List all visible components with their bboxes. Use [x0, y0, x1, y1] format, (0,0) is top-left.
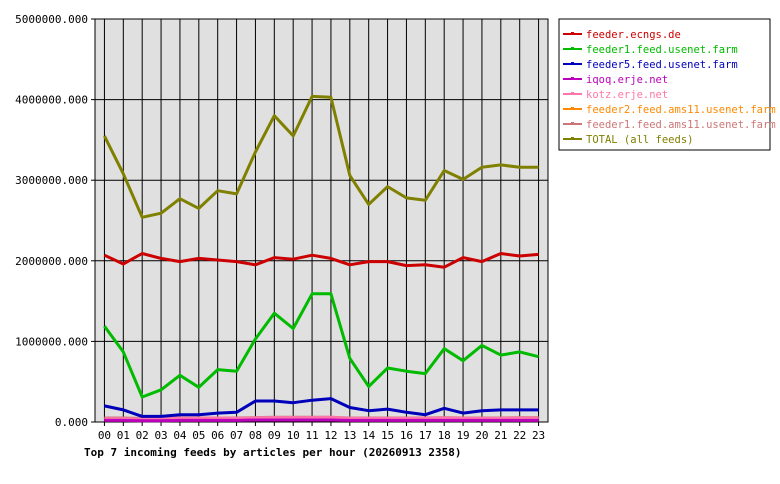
x-tick-label: 01	[117, 429, 130, 442]
y-tick-label: 2000000.000	[15, 255, 88, 268]
legend-item: TOTAL (all feeds)	[563, 134, 693, 146]
legend-label: feeder2.feed.ams11.usenet.farm	[586, 104, 776, 116]
x-tick-label: 19	[456, 429, 469, 442]
legend-marker	[571, 47, 574, 50]
series-line-feeder-ecngs-de	[103, 252, 539, 269]
series-line-feeder1-feed-usenet-farm	[103, 292, 539, 399]
legend-marker	[571, 77, 574, 80]
legend-item: feeder.ecngs.de	[563, 29, 681, 41]
legend-label: feeder5.feed.usenet.farm	[586, 59, 738, 71]
legend-marker	[571, 122, 574, 125]
chart-title: Top 7 incoming feeds by articles per hou…	[84, 446, 462, 459]
x-tick-label: 08	[249, 429, 262, 442]
legend: feeder.ecngs.de feeder1.feed.usenet.farm f…	[563, 29, 776, 146]
legend-label: iqoq.erje.net	[586, 74, 668, 86]
x-tick-label: 11	[305, 429, 318, 442]
legend-item: kotz.erje.net	[563, 89, 668, 101]
legend-item: feeder5.feed.usenet.farm	[563, 59, 738, 71]
legend-box	[558, 18, 771, 151]
series-line-kotz-erje-net	[104, 415, 539, 421]
x-tick-label: 22	[513, 429, 526, 442]
x-tick-label: 13	[343, 429, 356, 442]
x-tick-label: 02	[136, 429, 149, 442]
legend-marker	[571, 32, 574, 35]
x-tick-label: 03	[154, 429, 167, 442]
legend-label: kotz.erje.net	[586, 89, 668, 101]
x-tick-label: 09	[268, 429, 281, 442]
legend-label: feeder1.feed.ams11.usenet.farm	[586, 119, 776, 131]
x-tick-label: 14	[362, 429, 376, 442]
x-tick-label: 04	[173, 429, 187, 442]
y-tick-label: 0.000	[55, 416, 88, 429]
legend-item: feeder1.feed.ams11.usenet.farm	[563, 119, 776, 131]
legend-marker	[571, 137, 574, 140]
series-line-total-all-feeds	[103, 94, 539, 219]
legend-label: feeder.ecngs.de	[586, 29, 681, 41]
legend-marker	[571, 92, 574, 95]
grid-lines	[91, 18, 548, 426]
series-line-feeder5-feed-usenet-farm	[104, 397, 539, 418]
x-tick-labels: 00 01 02 03 04 05 06 07 08 09 10 11 12 13 14 15 16 17 18 19…	[98, 429, 545, 442]
x-tick-label: 00	[98, 429, 111, 442]
legend-item: feeder1.feed.usenet.farm	[563, 44, 738, 56]
series-line-iqoq-erje-net	[104, 418, 539, 423]
x-tick-label: 17	[419, 429, 432, 442]
y-tick-label: 4000000.000	[15, 94, 88, 107]
x-tick-label: 23	[532, 429, 545, 442]
x-tick-label: 20	[475, 429, 488, 442]
legend-marker	[571, 62, 574, 65]
x-tick-label: 21	[494, 429, 507, 442]
x-tick-label: 10	[287, 429, 300, 442]
y-tick-labels: 0.000 1000000.000 2000000.000 3000000.000 40…	[15, 13, 88, 429]
x-tick-label: 06	[211, 429, 224, 442]
y-tick-label: 5000000.000	[15, 13, 88, 26]
series-lines	[103, 94, 539, 423]
x-tick-label: 18	[438, 429, 451, 442]
plot-area	[94, 18, 549, 423]
legend-label: TOTAL (all feeds)	[586, 134, 693, 146]
x-tick-label: 12	[324, 429, 337, 442]
legend-item: feeder2.feed.ams11.usenet.farm	[563, 104, 776, 116]
legend-marker	[571, 107, 574, 110]
x-tick-label: 15	[381, 429, 394, 442]
x-tick-label: 16	[400, 429, 413, 442]
y-tick-label: 3000000.000	[15, 174, 88, 187]
legend-label: feeder1.feed.usenet.farm	[586, 44, 738, 56]
y-tick-label: 1000000.000	[15, 335, 88, 348]
x-tick-label: 05	[192, 429, 205, 442]
legend-item: iqoq.erje.net	[563, 74, 668, 86]
x-tick-label: 07	[230, 429, 243, 442]
